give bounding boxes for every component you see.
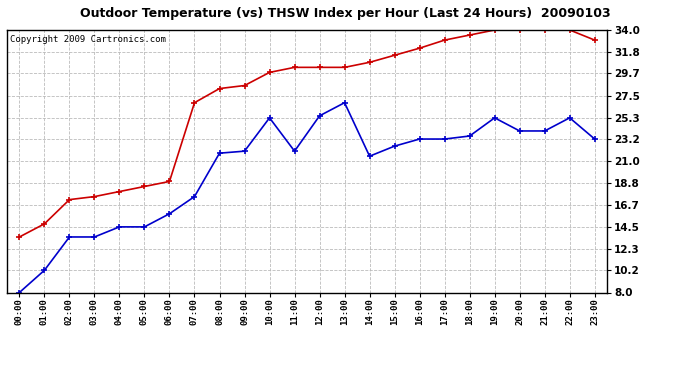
Text: Outdoor Temperature (vs) THSW Index per Hour (Last 24 Hours)  20090103: Outdoor Temperature (vs) THSW Index per … [79,8,611,21]
Text: Copyright 2009 Cartronics.com: Copyright 2009 Cartronics.com [10,35,166,44]
